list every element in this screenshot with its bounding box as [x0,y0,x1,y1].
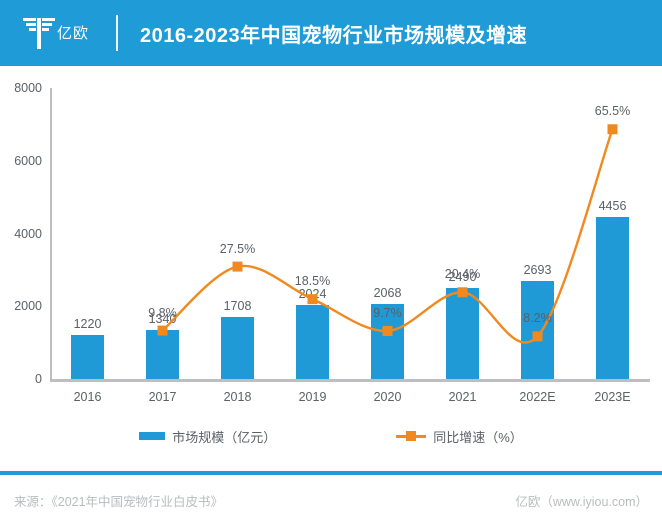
chart-legend: 市场规模（亿元） 同比增速（%） [0,424,662,448]
page-title: 2016-2023年中国宠物行业市场规模及增速 [140,24,528,47]
line-value-label: 9.7% [373,305,402,320]
line-value-label: 20.4% [444,267,481,282]
legend-line-label: 同比增速（%） [433,429,523,445]
legend-bar-swatch-icon [139,432,166,440]
footer-brand-text: 亿欧（www.iyiou.com） [515,495,648,509]
bar-value-label: 1220 [73,316,102,331]
brand-logo: 亿欧 [22,13,108,53]
x-axis-tick: 2020 [373,390,402,404]
header-divider [116,15,118,51]
y-axis-line [50,88,52,381]
y-axis-tick: 6000 [14,153,42,168]
header-bar: 亿欧 2016-2023年中国宠物行业市场规模及增速 [0,0,662,66]
bar[interactable] [596,216,629,379]
chart-plot-area: 0 2000 4000 6000 8000 1220 1340 1708 2024 2068 24… [0,66,662,418]
line-value-label: 27.5% [219,241,256,256]
y-axis-tick: 0 [35,372,42,386]
line-value-label: 65.5% [594,104,631,119]
legend-item-bar[interactable]: 市场规模（亿元） [139,427,276,446]
line-value-label: 9.8% [148,305,177,320]
bar[interactable] [146,330,179,379]
x-axis-line [50,379,650,382]
x-axis-tick: 2023E [594,390,631,404]
legend-item-line[interactable]: 同比增速（%） [396,427,523,446]
bar-value-label: 2024 [298,287,327,302]
bar[interactable] [71,334,104,379]
y-axis-tick: 8000 [14,81,42,95]
y-axis-tick: 2000 [14,299,42,314]
bar-value-label: 4456 [598,198,627,213]
y-axis-tick: 4000 [14,226,42,241]
line-marker[interactable] [232,261,243,272]
x-axis-tick: 2021 [448,390,477,404]
legend-line-swatch-icon [396,431,427,441]
bar-value-label: 2068 [373,285,402,300]
line-marker[interactable] [607,124,618,135]
brand-logo-text: 亿欧 [57,24,90,42]
x-axis-tick: 2019 [298,390,327,404]
x-axis-tick: 2018 [223,390,252,404]
bar[interactable] [446,288,479,379]
bar-value-label: 2693 [523,263,552,278]
bar[interactable] [521,281,554,379]
legend-bar-label: 市场规模（亿元） [172,429,277,445]
footer-source-text: 来源：《2021年中国宠物行业白皮书》 [14,495,224,509]
footer-divider [0,471,662,475]
x-axis-tick: 2017 [148,390,177,404]
x-axis-tick: 2022E [519,390,556,404]
bar[interactable] [221,316,254,379]
bar-value-label: 1708 [223,298,252,313]
footer-bar: 来源：《2021年中国宠物行业白皮书》 亿欧（www.iyiou.com） [0,475,662,517]
line-value-label: 18.5% [294,274,331,289]
x-axis-tick: 2016 [73,390,102,404]
line-value-label: 8.2% [523,311,552,326]
yiou-y-logo-icon [22,15,56,51]
bar[interactable] [296,305,329,379]
